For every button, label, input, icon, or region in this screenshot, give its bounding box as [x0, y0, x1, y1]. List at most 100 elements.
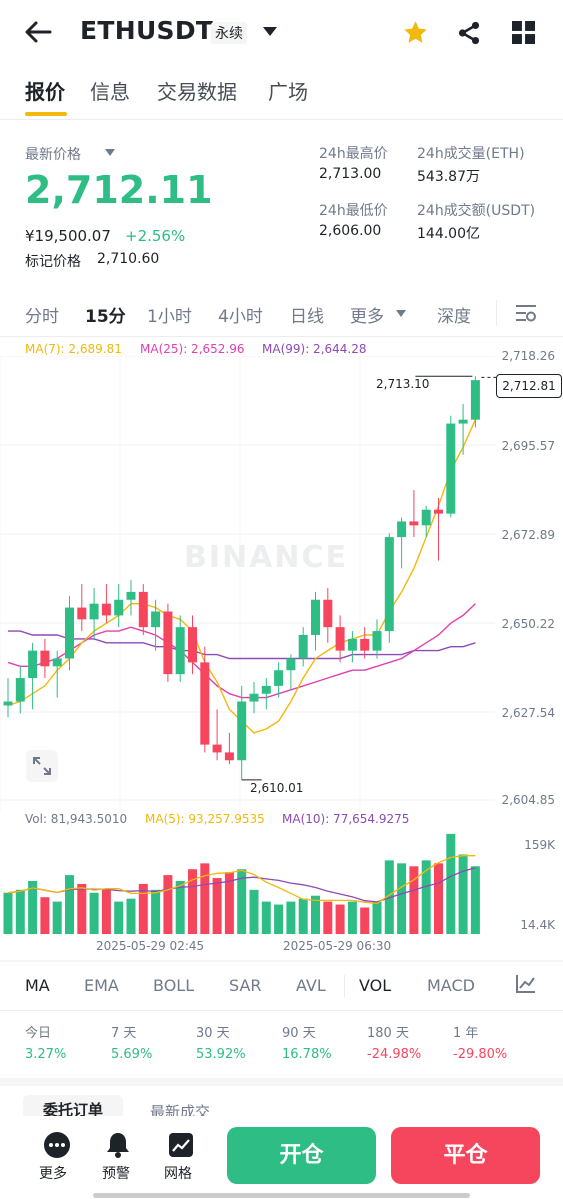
more-label[interactable]: 更多	[39, 1166, 67, 1182]
indicator-sar[interactable]: SAR	[229, 976, 262, 995]
vol-ma10-legend: MA(10): 77,654.9275	[282, 812, 410, 826]
candle-body	[114, 599, 124, 616]
indicator-settings-icon[interactable]	[515, 974, 537, 994]
indicator-vol[interactable]: VOL	[359, 976, 392, 995]
close-position-button[interactable]: 平仓	[391, 1127, 540, 1184]
volume-bar	[151, 889, 161, 934]
fullscreen-button[interactable]	[26, 750, 58, 782]
interval-1d[interactable]: 日线	[290, 307, 324, 327]
candle-body	[298, 634, 308, 659]
tab-quote[interactable]: 报价	[25, 80, 65, 104]
interval-more[interactable]: 更多	[350, 307, 384, 327]
grid-menu-icon[interactable]	[512, 21, 535, 44]
high-24h: 2,713.00	[319, 166, 382, 182]
symbol-title[interactable]: ETHUSDT	[80, 16, 214, 45]
tab-square[interactable]: 广场	[268, 80, 308, 104]
candlestick-chart[interactable]	[0, 356, 563, 812]
home-indicator	[93, 1193, 470, 1198]
alert-bell-icon[interactable]	[103, 1130, 133, 1160]
volume-bar	[163, 875, 173, 934]
volume-bar	[114, 901, 124, 934]
volume-bar	[446, 833, 456, 934]
grid-trading-icon[interactable]	[166, 1130, 196, 1160]
candle-body	[28, 650, 38, 679]
candle-body	[175, 627, 185, 675]
more-icon[interactable]	[42, 1130, 72, 1160]
volume-bar	[335, 904, 345, 934]
volume-bar	[224, 872, 234, 934]
volume-bar	[77, 883, 87, 934]
candle-body	[249, 693, 259, 702]
perf-value: 53.92%	[196, 1047, 246, 1062]
volume-bar	[126, 898, 136, 934]
candle-body	[188, 627, 197, 663]
candle-body	[101, 603, 111, 616]
more-dropdown-icon[interactable]	[395, 309, 407, 318]
candle-body	[434, 509, 443, 514]
candle-body	[347, 638, 357, 651]
indicator-ma[interactable]: MA	[25, 976, 50, 995]
perf-value: 16.78%	[282, 1047, 332, 1062]
price-axis-tick: 2,718.26	[501, 349, 555, 363]
volume-bar	[237, 869, 247, 934]
tab-info[interactable]: 信息	[90, 80, 130, 104]
candle-body	[335, 627, 345, 651]
volume-bar	[311, 895, 320, 934]
expand-icon	[33, 757, 51, 775]
volume-bar	[360, 907, 370, 934]
candle-body	[77, 607, 87, 620]
perf-value: -24.98%	[367, 1047, 422, 1062]
symbol-dropdown-icon[interactable]	[262, 25, 278, 37]
volume-bar	[28, 881, 38, 934]
grid-label[interactable]: 网格	[164, 1166, 192, 1182]
candle-body	[212, 744, 222, 753]
volume-bar	[347, 901, 357, 934]
volume-bar	[138, 883, 148, 934]
candle-body	[261, 685, 271, 694]
volume-bar	[89, 892, 99, 934]
cny-price: ¥19,500.07	[25, 227, 111, 245]
indicator-avl[interactable]: AVL	[296, 976, 326, 995]
low-24h: 2,606.00	[319, 223, 382, 239]
candle-body	[151, 611, 161, 628]
share-icon[interactable]	[456, 20, 482, 46]
interval-line[interactable]: 分时	[25, 307, 59, 327]
candle-body	[237, 701, 247, 761]
min-price-label: 2,610.01	[250, 781, 304, 795]
interval-15m[interactable]: 15分	[85, 307, 126, 327]
indicator-boll[interactable]: BOLL	[153, 976, 195, 995]
candle-body	[40, 650, 50, 667]
volume-bar	[372, 901, 382, 934]
price-axis-tick: 2,604.85	[501, 793, 555, 807]
alert-label[interactable]: 预警	[102, 1166, 130, 1182]
divider	[0, 1078, 563, 1086]
tab-trading-data[interactable]: 交易数据	[157, 80, 237, 104]
perf-label: 今日	[25, 1026, 52, 1041]
top-bar: ETHUSDT 永续	[0, 0, 563, 66]
candle-body	[274, 670, 284, 686]
divider	[0, 960, 563, 962]
volume-bar	[52, 901, 62, 934]
favorite-star-icon[interactable]	[402, 19, 429, 46]
interval-4h[interactable]: 4小时	[218, 307, 263, 327]
indicator-macd[interactable]: MACD	[427, 976, 475, 995]
candle-body	[89, 603, 99, 620]
chart-settings-icon[interactable]	[515, 303, 537, 323]
price-type-dropdown-icon[interactable]	[104, 148, 116, 157]
open-position-button[interactable]: 开仓	[227, 1127, 376, 1184]
volume-bar	[101, 889, 111, 934]
volume-bar	[3, 892, 13, 934]
price-axis-tick: 2,695.57	[501, 439, 555, 453]
depth-tab[interactable]: 深度	[437, 307, 471, 327]
indicator-ema[interactable]: EMA	[84, 976, 119, 995]
divider	[496, 300, 497, 326]
volume-bar	[249, 889, 259, 934]
volume-bar	[323, 901, 333, 934]
candle-body	[458, 419, 468, 424]
candle-body	[470, 380, 480, 420]
candle-body	[397, 521, 407, 538]
volume-bar	[15, 889, 25, 934]
back-arrow-icon[interactable]	[24, 20, 52, 44]
volume-eth-label: 24h成交量(ETH)	[417, 146, 525, 162]
interval-1h[interactable]: 1小时	[147, 307, 192, 327]
